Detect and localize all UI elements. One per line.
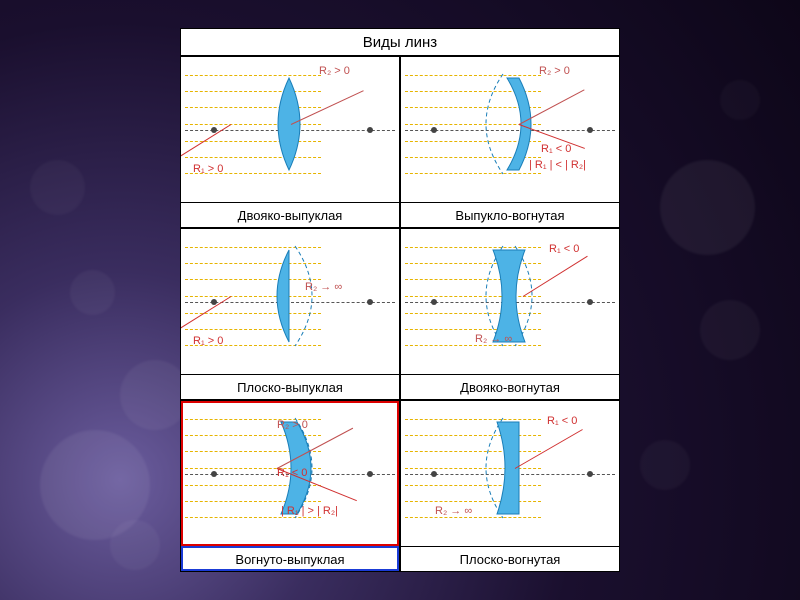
radius-label: | R₁ | > | R₂|	[281, 505, 338, 517]
lens-table: Виды линз R₂ > 0R₁ > 0Двояко-выпуклаяR₂ …	[180, 28, 620, 572]
lens-cell: R₁ < 0 R₂ → ∞ Двояко-вогнутая	[400, 228, 620, 400]
lens-cell: R₂ > 0 R₁ < 0 | R₁ | < | R₂| Выпукло-вогнут…	[400, 56, 620, 228]
radius-label: R₂ > 0	[539, 65, 570, 77]
lens-caption: Плоско-вогнутая	[401, 546, 619, 571]
bokeh-circle	[660, 160, 755, 255]
lens-shape	[229, 236, 349, 356]
axis-point	[367, 471, 373, 477]
axis-point	[367, 127, 373, 133]
radius-label: R₂ → ∞	[475, 333, 512, 345]
lens-caption: Плоско-выпуклая	[181, 374, 399, 399]
lens-grid: R₂ > 0 R₁ > 0 Двояко-выпуклая R₂ > 0 R₁ < 0 |…	[180, 56, 620, 572]
radius-label: R₂ > 0	[277, 419, 308, 431]
bokeh-circle	[700, 300, 760, 360]
radius-label: R₁ > 0	[193, 335, 223, 347]
lens-diagram: R₂ > 0 R₁ < 0 | R₁ | < | R₂|	[401, 57, 619, 202]
lens-cell: R₂ → ∞ R₁ > 0 Плоско-выпуклая	[180, 228, 400, 400]
lens-cell: R₂ > 0 R₁ < 0 | R₁ | > | R₂| Вогнуто-выпукл…	[180, 400, 400, 572]
radius-label: R₂ → ∞	[435, 505, 472, 517]
lens-caption: Двояко-выпуклая	[181, 202, 399, 227]
axis-point	[367, 299, 373, 305]
bokeh-circle	[30, 160, 85, 215]
radius-label: R₂ > 0	[319, 65, 350, 77]
radius-label: R₁ < 0	[277, 467, 307, 479]
lens-diagram: R₁ < 0 R₂ → ∞	[401, 229, 619, 374]
axis-point	[431, 471, 437, 477]
axis-point	[211, 471, 217, 477]
axis-point	[211, 299, 217, 305]
table-title: Виды линз	[180, 28, 620, 56]
lens-diagram: R₁ < 0 R₂ → ∞	[401, 401, 619, 546]
bokeh-circle	[70, 270, 115, 315]
radius-label: R₁ < 0	[547, 415, 577, 427]
lens-cell: R₁ < 0 R₂ → ∞ Плоско-вогнутая	[400, 400, 620, 572]
lens-caption: Выпукло-вогнутая	[401, 202, 619, 227]
bokeh-circle	[720, 80, 760, 120]
radius-label: R₁ < 0	[541, 143, 571, 155]
bokeh-circle	[640, 440, 690, 490]
lens-diagram: R₂ > 0 R₁ > 0	[181, 57, 399, 202]
axis-point	[587, 127, 593, 133]
lens-caption: Вогнуто-выпуклая	[181, 546, 399, 571]
lens-diagram: R₂ > 0 R₁ < 0 | R₁ | > | R₂|	[181, 401, 399, 546]
radius-label: R₁ > 0	[193, 163, 223, 175]
radius-label: R₂ → ∞	[305, 281, 342, 293]
lens-cell: R₂ > 0 R₁ > 0 Двояко-выпуклая	[180, 56, 400, 228]
axis-point	[431, 127, 437, 133]
axis-point	[587, 471, 593, 477]
bokeh-circle	[110, 520, 160, 570]
radius-label: R₁ < 0	[549, 243, 579, 255]
lens-shape	[229, 64, 349, 184]
axis-point	[587, 299, 593, 305]
axis-point	[431, 299, 437, 305]
lens-caption: Двояко-вогнутая	[401, 374, 619, 399]
radius-label: | R₁ | < | R₂|	[529, 159, 586, 171]
lens-diagram: R₂ → ∞ R₁ > 0	[181, 229, 399, 374]
axis-point	[211, 127, 217, 133]
